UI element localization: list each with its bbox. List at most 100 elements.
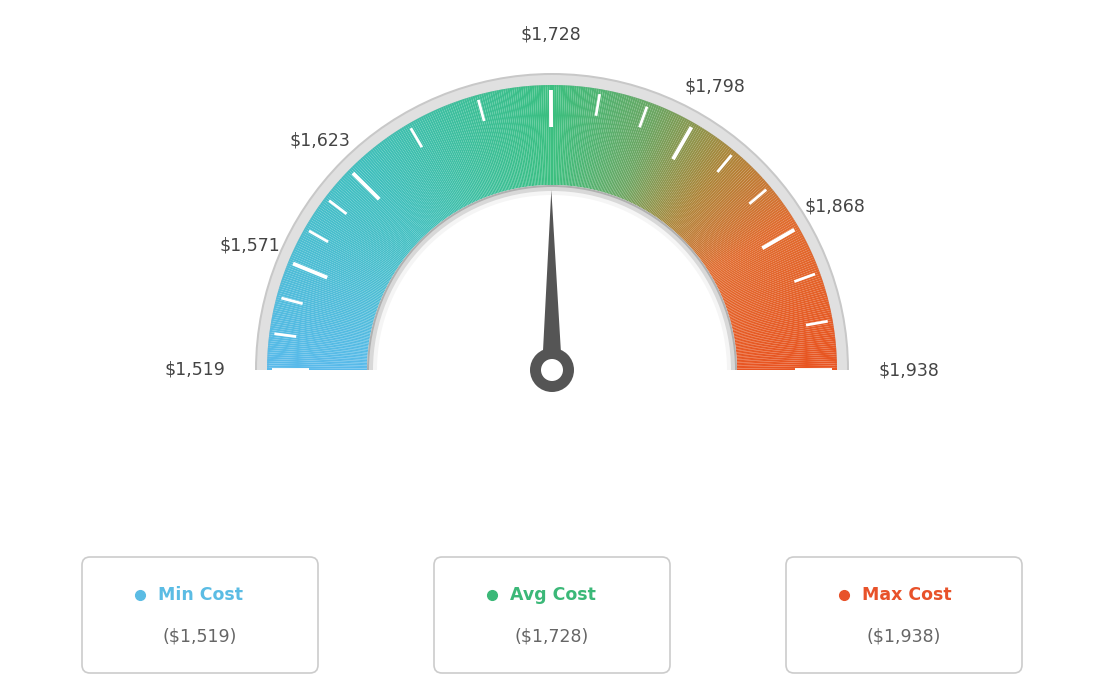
Wedge shape — [510, 88, 526, 187]
Wedge shape — [438, 108, 480, 200]
Wedge shape — [268, 346, 368, 355]
Wedge shape — [342, 175, 417, 244]
Wedge shape — [318, 206, 401, 265]
Wedge shape — [699, 197, 779, 259]
Wedge shape — [426, 113, 471, 204]
Wedge shape — [376, 370, 728, 545]
Wedge shape — [596, 93, 623, 191]
Wedge shape — [530, 86, 539, 186]
Wedge shape — [514, 87, 529, 187]
Wedge shape — [288, 261, 381, 301]
Wedge shape — [693, 186, 772, 252]
Wedge shape — [338, 180, 414, 248]
Wedge shape — [316, 208, 400, 266]
FancyBboxPatch shape — [82, 557, 318, 673]
Wedge shape — [616, 103, 652, 197]
Wedge shape — [726, 275, 821, 310]
Text: ($1,728): ($1,728) — [514, 628, 590, 646]
Wedge shape — [728, 282, 824, 314]
Wedge shape — [633, 113, 678, 204]
Circle shape — [530, 348, 574, 392]
Wedge shape — [725, 271, 820, 307]
Wedge shape — [367, 185, 737, 370]
Wedge shape — [454, 102, 489, 197]
Wedge shape — [598, 94, 625, 191]
Wedge shape — [440, 107, 481, 199]
Wedge shape — [728, 277, 822, 311]
Wedge shape — [283, 273, 378, 308]
Wedge shape — [721, 253, 813, 295]
Wedge shape — [294, 246, 385, 291]
Wedge shape — [464, 98, 496, 194]
Wedge shape — [736, 339, 836, 351]
Wedge shape — [477, 95, 505, 192]
Wedge shape — [386, 137, 446, 219]
Wedge shape — [279, 284, 375, 315]
Wedge shape — [565, 86, 574, 186]
Wedge shape — [734, 321, 834, 339]
Wedge shape — [534, 86, 542, 186]
Wedge shape — [567, 86, 578, 186]
Wedge shape — [620, 105, 659, 199]
Wedge shape — [270, 323, 370, 341]
Wedge shape — [545, 85, 549, 185]
Wedge shape — [548, 85, 551, 185]
Wedge shape — [328, 192, 407, 255]
Wedge shape — [486, 92, 510, 190]
Wedge shape — [599, 95, 627, 192]
Wedge shape — [325, 197, 405, 259]
Wedge shape — [526, 86, 537, 186]
Wedge shape — [574, 87, 587, 186]
Text: ($1,519): ($1,519) — [162, 628, 237, 646]
Wedge shape — [737, 366, 837, 368]
Wedge shape — [689, 178, 764, 246]
Wedge shape — [703, 206, 786, 265]
Wedge shape — [612, 100, 647, 195]
Wedge shape — [466, 97, 498, 194]
Wedge shape — [470, 97, 500, 193]
Wedge shape — [349, 168, 422, 240]
Wedge shape — [711, 225, 798, 277]
Wedge shape — [736, 359, 837, 364]
FancyBboxPatch shape — [786, 557, 1022, 673]
Wedge shape — [411, 121, 461, 209]
Wedge shape — [277, 293, 374, 321]
Wedge shape — [679, 162, 749, 236]
Wedge shape — [628, 110, 671, 202]
Wedge shape — [405, 125, 458, 212]
Wedge shape — [710, 221, 796, 275]
Wedge shape — [314, 212, 399, 268]
Wedge shape — [288, 259, 382, 299]
Wedge shape — [333, 185, 412, 251]
Wedge shape — [654, 132, 710, 216]
Wedge shape — [564, 86, 572, 186]
Wedge shape — [595, 93, 620, 190]
Wedge shape — [372, 148, 436, 226]
Wedge shape — [270, 326, 369, 342]
Wedge shape — [615, 102, 650, 197]
Wedge shape — [401, 127, 455, 213]
Wedge shape — [384, 138, 445, 220]
Wedge shape — [267, 364, 367, 367]
Wedge shape — [732, 304, 829, 328]
Wedge shape — [282, 277, 376, 311]
Wedge shape — [350, 167, 422, 239]
Wedge shape — [337, 181, 413, 249]
Wedge shape — [431, 111, 475, 203]
Wedge shape — [357, 161, 426, 235]
Wedge shape — [275, 299, 373, 326]
Wedge shape — [528, 86, 538, 186]
Wedge shape — [708, 215, 793, 271]
Wedge shape — [713, 229, 800, 279]
Wedge shape — [481, 93, 508, 191]
Wedge shape — [445, 105, 484, 199]
Wedge shape — [290, 255, 383, 297]
Wedge shape — [609, 99, 643, 195]
Wedge shape — [348, 170, 421, 242]
Wedge shape — [643, 121, 693, 209]
Wedge shape — [729, 286, 825, 317]
Text: Avg Cost: Avg Cost — [510, 586, 596, 604]
Wedge shape — [363, 155, 431, 231]
Wedge shape — [274, 308, 371, 331]
Wedge shape — [378, 144, 439, 224]
